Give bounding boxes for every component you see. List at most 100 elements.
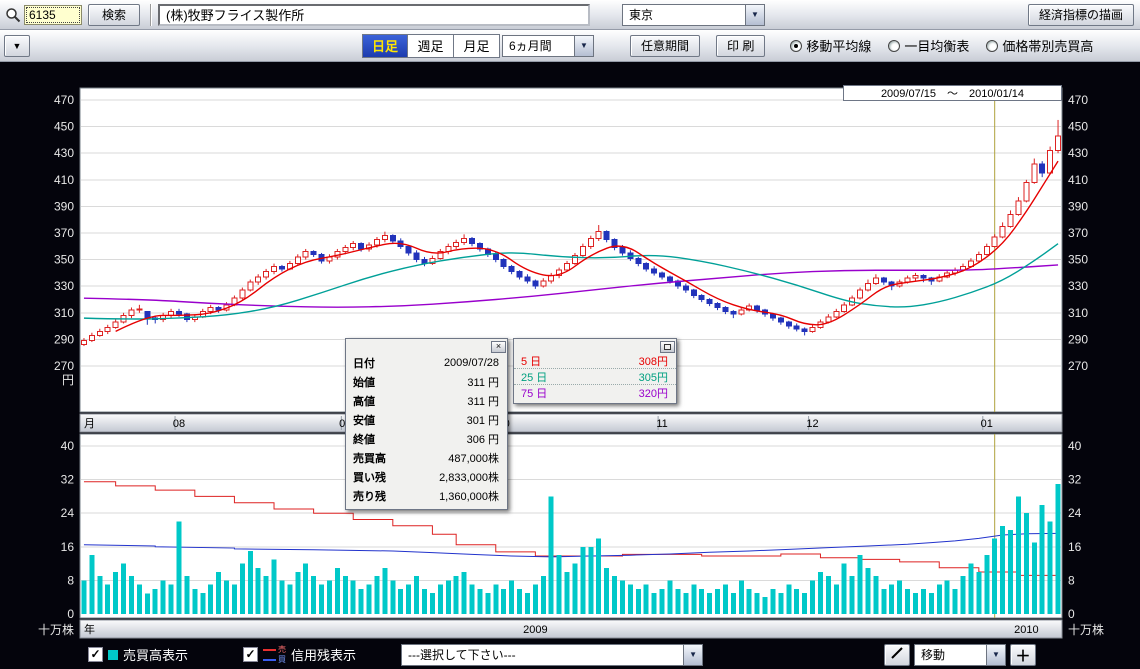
tooltip-label: 日付 (353, 357, 375, 370)
svg-text:410: 410 (1068, 173, 1088, 187)
period-select[interactable]: 6ヵ月間 ▼ (502, 34, 594, 57)
ma-legend-label: 5 日 (521, 355, 542, 368)
tab-monthly[interactable]: 月足 (454, 33, 500, 58)
svg-text:410: 410 (54, 173, 74, 187)
credit-display-label: 信用残表示 (291, 648, 357, 663)
credit-display-toggle[interactable]: ✓ 売 買 信用残表示 (243, 645, 356, 664)
legend-titlebar[interactable] (514, 339, 676, 353)
tab-daily[interactable]: 日足 (362, 33, 408, 58)
volume-bars (81, 483, 1061, 614)
bottom-toolbar: ✓ 売買高表示 ✓ 売 買 信用残表示 ---選択して下さい--- ▼ 移動 ▼… (0, 640, 1140, 669)
diagonal-line-icon (891, 647, 903, 659)
svg-text:32: 32 (1068, 473, 1082, 487)
svg-text:月: 月 (84, 418, 95, 430)
svg-text:350: 350 (1068, 253, 1088, 267)
radio-moving-average[interactable]: 移動平均線 (790, 36, 871, 55)
credit-balance-icon: 売 買 (263, 645, 286, 664)
svg-text:8: 8 (1068, 573, 1075, 587)
close-icon[interactable]: × (491, 340, 506, 353)
radio-label: 移動平均線 (806, 39, 872, 54)
tooltip-titlebar[interactable]: × (346, 339, 507, 353)
company-name-input[interactable] (158, 3, 590, 26)
print-button[interactable]: 印 刷 (716, 34, 766, 57)
svg-text:390: 390 (1068, 199, 1088, 213)
tooltip-row: 日付 2009/07/28 (346, 353, 507, 372)
radio-icon (986, 39, 999, 52)
svg-text:24: 24 (61, 506, 75, 520)
chevron-down-icon[interactable]: ▼ (574, 35, 593, 56)
tooltip-value: 311 円 (467, 376, 499, 389)
svg-text:08: 08 (173, 418, 185, 430)
checkbox-checked-icon[interactable]: ✓ (243, 647, 259, 662)
date-range-box: 2009/07/15 ～ 2010/01/14 (843, 85, 1062, 101)
market-select[interactable]: 東京 ▼ (622, 3, 765, 26)
svg-text:450: 450 (54, 120, 74, 134)
svg-text:290: 290 (1068, 332, 1088, 346)
svg-text:450: 450 (1068, 120, 1088, 134)
svg-text:16: 16 (61, 540, 75, 554)
volume-display-toggle[interactable]: ✓ 売買高表示 (88, 645, 188, 664)
chevron-down-icon[interactable]: ▼ (986, 644, 1005, 665)
credit-buy-line (83, 532, 1059, 558)
ma75-line (83, 264, 1059, 308)
tooltip-row: 高値 311 円 (346, 391, 507, 410)
search-icon (4, 5, 22, 25)
stock-chart-svg[interactable]: 470 470 450 450 430 430 410 410 390 390 370 370 350 3… (0, 62, 1140, 640)
svg-text:11: 11 (656, 418, 667, 430)
tooltip-label: 売買高 (353, 452, 386, 465)
crosshair-button[interactable]: ＋ (1010, 643, 1036, 666)
ma-legend-value: 308円 (638, 355, 668, 368)
tooltip-label: 安値 (353, 414, 375, 427)
svg-text:32: 32 (61, 473, 75, 487)
minimize-icon[interactable] (660, 340, 675, 353)
ma-legend-row: 5 日 308円 (514, 353, 676, 369)
indicator-select[interactable]: ---選択して下さい--- ▼ (401, 643, 704, 666)
draw-mode-select[interactable]: 移動 ▼ (914, 643, 1006, 666)
tab-weekly[interactable]: 週足 (408, 33, 454, 58)
tooltip-value: 2,833,000株 (439, 471, 499, 484)
tooltip-value: 2009/07/28 (443, 356, 499, 369)
svg-text:470: 470 (54, 93, 74, 107)
tooltip-label: 売り残 (353, 490, 386, 503)
date-range-text: 2009/07/15 ～ 2010/01/14 (880, 88, 1025, 100)
tooltip-value: 301 円 (466, 414, 499, 427)
custom-period-button[interactable]: 任意期間 (630, 34, 701, 57)
tooltip-value: 306 円 (466, 433, 499, 446)
radio-ichimoku[interactable]: 一目均衡表 (888, 36, 969, 55)
radio-label: 価格帯別売買高 (1002, 39, 1094, 54)
tooltip-row: 安値 301 円 (346, 410, 507, 429)
ma5-line (115, 160, 1059, 333)
chart-region: 470 470 450 450 430 430 410 410 390 390 370 370 350 3… (0, 62, 1140, 640)
svg-text:十万株: 十万株 (1068, 622, 1104, 637)
stock-code-input[interactable] (24, 4, 82, 25)
search-button[interactable]: 検索 (88, 3, 140, 26)
chevron-down-icon[interactable]: ▼ (683, 644, 703, 665)
svg-text:390: 390 (54, 199, 74, 213)
svg-text:40: 40 (61, 439, 75, 453)
svg-text:330: 330 (1068, 279, 1088, 293)
tooltip-row: 始値 311 円 (346, 372, 507, 391)
collapse-panel-button[interactable]: ▼ (4, 34, 30, 57)
svg-text:430: 430 (54, 146, 74, 160)
ma-legend-row: 75 日 320円 (514, 385, 676, 401)
year-axis-strip[interactable]: 年 2009 2010 (79, 619, 1063, 639)
checkbox-checked-icon[interactable]: ✓ (88, 647, 103, 662)
draw-line-button[interactable] (884, 643, 910, 666)
svg-text:円: 円 (62, 373, 74, 387)
ma-legend-label: 75 日 (521, 388, 548, 400)
ohlc-tooltip: × 日付 2009/07/28 始値 311 円 高値 311 円 安値 301 円 終… (345, 338, 508, 510)
ma-legend-row: 25 日 305円 (514, 369, 676, 385)
tooltip-row: 売買高 487,000株 (346, 448, 507, 467)
ma-legend-value: 305円 (638, 371, 668, 384)
tooltip-value: 1,360,000株 (439, 490, 499, 503)
radio-volume-by-price[interactable]: 価格帯別売買高 (986, 36, 1093, 55)
economic-indicator-button[interactable]: 経済指標の描画 (1027, 3, 1134, 26)
chevron-down-icon[interactable]: ▼ (745, 4, 764, 25)
svg-text:270: 270 (1068, 359, 1088, 373)
tooltip-label: 始値 (353, 376, 375, 389)
svg-text:24: 24 (1068, 506, 1082, 520)
month-axis-strip[interactable]: 月080910111201 (79, 413, 1063, 433)
top-toolbar: 検索 東京 ▼ 経済指標の描画 (0, 0, 1140, 30)
draw-tools: 移動 ▼ ＋ (884, 643, 1036, 666)
